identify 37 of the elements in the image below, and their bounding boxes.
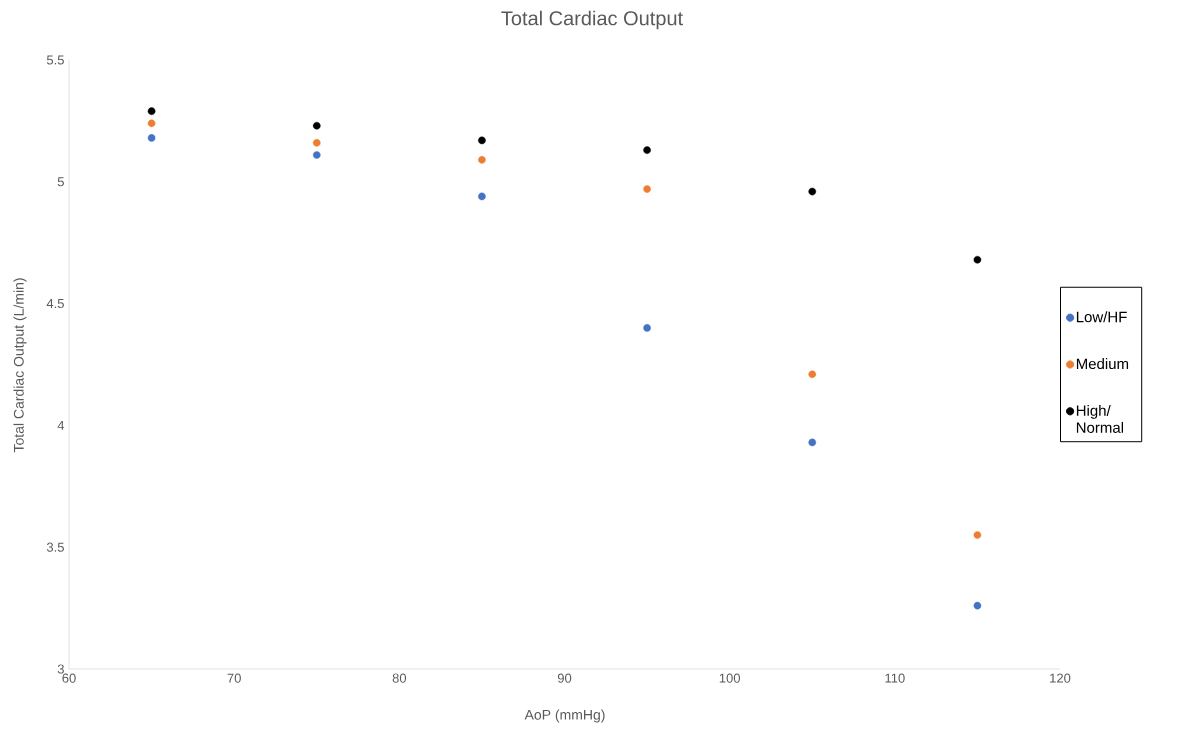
point (808, 438, 817, 447)
y-tick-label: 3.5 (46, 542, 64, 552)
x-tick-label: 100 (719, 673, 741, 683)
point (973, 531, 982, 539)
x-tick-label: 90 (557, 673, 572, 683)
x-tick-label: 70 (227, 673, 241, 683)
point (147, 119, 156, 128)
point (808, 187, 817, 196)
point (312, 151, 321, 159)
x-axis-title: AoP (mmHg) (524, 709, 605, 723)
y-tick-label: 3 (57, 664, 64, 674)
y-tick-label: 4 (57, 420, 65, 430)
point (973, 601, 982, 610)
legend-label: High/ Normal (1076, 404, 1124, 433)
point (147, 134, 156, 142)
y-tick-label: 5 (57, 177, 64, 187)
x-tick-label: 60 (62, 673, 76, 683)
point (643, 185, 651, 193)
point (312, 139, 321, 147)
point (478, 192, 486, 201)
point (808, 370, 817, 379)
point (643, 324, 651, 332)
chart-title: Total Cardiac Output (501, 10, 683, 30)
y-tick-label: 5.5 (46, 55, 64, 65)
x-tick-label: 120 (1050, 673, 1071, 683)
point (478, 136, 486, 145)
y-axis-title: Total Cardiac Output (L/min) (13, 278, 27, 453)
y-tick-label: 4.5 (46, 299, 64, 309)
x-tick-label: 80 (392, 673, 407, 683)
point (478, 156, 486, 164)
point (312, 121, 321, 130)
point (643, 146, 651, 154)
legend-label: Medium (1076, 358, 1129, 370)
legend-label: Low/HF (1076, 311, 1127, 323)
point (147, 107, 156, 115)
x-tick-label: 110 (885, 673, 905, 683)
point (973, 255, 982, 264)
